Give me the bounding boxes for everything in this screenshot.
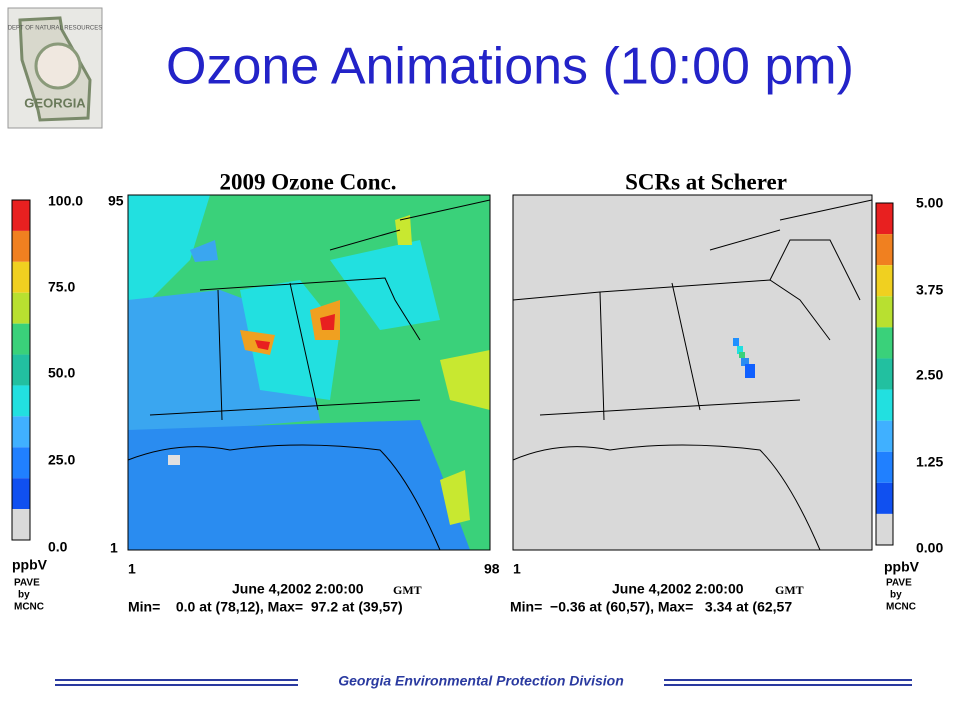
- credit: by: [18, 590, 30, 601]
- colorbar-segment: [876, 296, 893, 328]
- colorbar-segment: [876, 451, 893, 483]
- axis-label: 95: [108, 193, 124, 209]
- credit: by: [890, 590, 902, 601]
- colorbar-segment: [12, 354, 30, 386]
- zone: GMT: [775, 583, 804, 597]
- colorbar-frame: [11, 199, 31, 541]
- scale-label: 1.25: [916, 454, 943, 470]
- colorbar-frame: [875, 202, 894, 546]
- colorbar-segment: [12, 385, 30, 417]
- date: June 4,2002 2:00:00: [232, 581, 364, 597]
- unit: ppbV: [884, 559, 920, 575]
- colorbar-segment: [12, 416, 30, 448]
- colorbar-segment: [12, 261, 30, 293]
- colorbar-segment: [12, 292, 30, 324]
- colorbar-segment: [12, 509, 30, 540]
- scr-map: [512, 194, 873, 551]
- stats: Min= −0.36 at (60,57), Max= 3.34 at (62,…: [510, 599, 792, 615]
- axis-label: 98: [484, 561, 500, 577]
- scale-label: 75.0: [48, 279, 75, 295]
- colorbar-segment: [876, 265, 893, 297]
- zone: GMT: [393, 583, 422, 597]
- credit: MCNC: [886, 602, 916, 613]
- colorbar-segment: [12, 200, 30, 231]
- logo-top: DEPT OF NATURAL RESOURCES: [8, 26, 103, 32]
- colorbar-segment: [876, 234, 893, 266]
- scale-label: 2.50: [916, 367, 943, 383]
- scale-label: 3.75: [916, 282, 943, 298]
- colorbar-segment: [876, 389, 893, 421]
- colorbar-segment: [876, 358, 893, 390]
- colorbar-segment: [876, 482, 893, 514]
- axis-label: 1: [110, 540, 118, 556]
- scale-label: 50.0: [48, 365, 75, 381]
- panel-title: 2009 Ozone Conc.: [220, 169, 397, 194]
- logo-bottom: GEORGIA: [24, 95, 86, 110]
- slide-title: Ozone Animations (10:00 pm): [166, 38, 854, 96]
- colorbar-segment: [876, 203, 893, 235]
- footer: Georgia Environmental Protection Divisio…: [338, 673, 624, 689]
- scale-label: 0.00: [916, 540, 943, 556]
- credit: MCNC: [14, 602, 44, 613]
- colorbar-segment: [876, 420, 893, 452]
- scale-label: 100.0: [48, 193, 83, 209]
- logo: DEPT OF NATURAL RESOURCES GEORGIA: [7, 7, 103, 129]
- scale-label: 0.0: [48, 539, 68, 555]
- scale-label: 5.00: [916, 195, 943, 211]
- colorbar-segment: [876, 327, 893, 359]
- date: June 4,2002 2:00:00: [612, 581, 744, 597]
- colorbar-segment: [12, 323, 30, 355]
- scale-label: 25.0: [48, 452, 75, 468]
- colorbar-segment: [12, 478, 30, 510]
- panel-title: SCRs at Scherer: [625, 169, 787, 194]
- stats: Min= 0.0 at (78,12), Max= 97.2 at (39,57…: [128, 599, 403, 615]
- colorbar-segment: [12, 230, 30, 262]
- colorbar-segment: [876, 513, 893, 545]
- footer-rules: [55, 679, 912, 686]
- colorbar-segment: [12, 447, 30, 479]
- axis-label: 1: [513, 561, 521, 577]
- colorbars: [11, 199, 894, 546]
- ozone-map: [127, 194, 491, 551]
- unit: ppbV: [12, 557, 48, 573]
- credit: PAVE: [14, 578, 40, 589]
- axis-label: 1: [128, 561, 136, 577]
- credit: PAVE: [886, 578, 912, 589]
